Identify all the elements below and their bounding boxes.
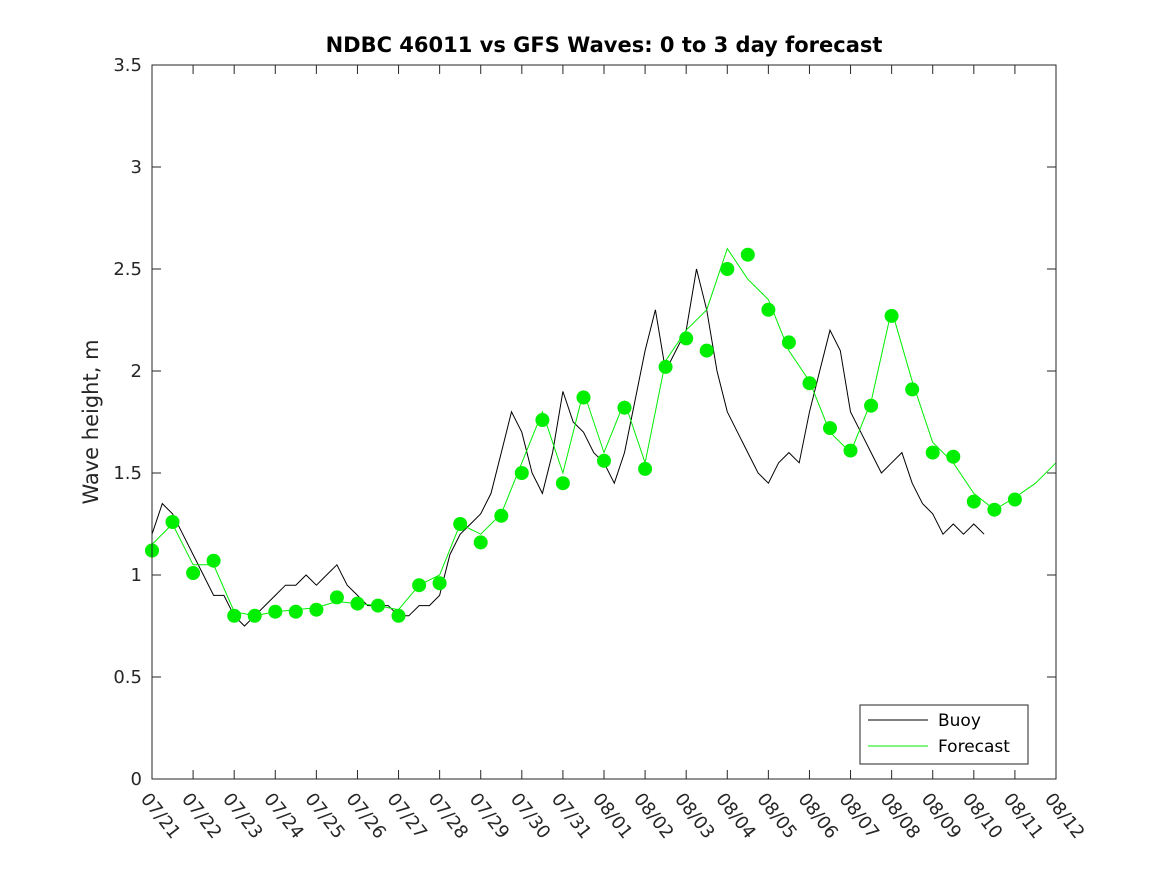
y-tick-label: 1.5 xyxy=(113,463,142,484)
y-tick-label: 3.5 xyxy=(113,55,142,76)
analysis-point xyxy=(638,461,653,476)
analysis-points xyxy=(145,247,1022,623)
analysis-point xyxy=(597,453,611,468)
analysis-point xyxy=(288,604,303,619)
x-tick-label: 08/11 xyxy=(999,789,1047,843)
analysis-point xyxy=(658,359,673,374)
analysis-point xyxy=(864,398,879,413)
analysis-point xyxy=(802,376,817,391)
analysis-point xyxy=(494,508,509,523)
analysis-point xyxy=(309,602,324,617)
x-tick-label: 08/04 xyxy=(711,789,759,843)
x-tick-label: 08/05 xyxy=(752,789,800,843)
x-tick-label: 08/07 xyxy=(835,789,883,843)
buoy-line xyxy=(151,268,985,627)
analysis-point xyxy=(514,466,529,480)
analysis-point xyxy=(966,494,981,509)
x-tick-label: 08/01 xyxy=(588,789,636,843)
analysis-point xyxy=(268,604,283,619)
analysis-point xyxy=(884,308,899,323)
analysis-point xyxy=(843,443,858,458)
x-tick-label: 08/08 xyxy=(876,789,924,843)
y-tick-label: 0 xyxy=(131,769,142,790)
x-tick-label: 07/30 xyxy=(506,789,554,843)
analysis-point xyxy=(227,608,242,623)
forecast-line xyxy=(151,247,1057,617)
x-tick-label: 07/26 xyxy=(342,789,390,843)
analysis-point xyxy=(453,517,468,531)
x-tick-label: 08/02 xyxy=(629,789,677,843)
analysis-point xyxy=(946,449,961,464)
analysis-point xyxy=(186,566,201,580)
analysis-point xyxy=(905,382,920,397)
legend: Buoy Forecast xyxy=(859,704,1029,765)
analysis-point xyxy=(473,535,488,550)
x-tick-label: 07/22 xyxy=(177,789,225,843)
analysis-point xyxy=(720,262,735,276)
x-tick-label: 08/10 xyxy=(958,789,1006,843)
x-tick-label: 07/25 xyxy=(300,789,348,843)
legend-box xyxy=(859,704,1029,765)
analysis-point xyxy=(535,413,550,427)
x-tick-label: 07/21 xyxy=(136,789,184,843)
x-tick-label: 07/29 xyxy=(465,789,513,843)
analysis-point xyxy=(432,576,447,591)
legend-buoy-label: Buoy xyxy=(938,711,981,731)
analysis-point xyxy=(371,598,385,613)
analysis-point xyxy=(679,331,694,346)
x-tick-label: 07/23 xyxy=(218,789,266,843)
analysis-point xyxy=(576,390,591,405)
y-tick-label: 0.5 xyxy=(113,667,142,688)
buoy-series xyxy=(151,268,985,627)
x-tick-label: 08/06 xyxy=(794,789,842,843)
analysis-point xyxy=(247,608,262,623)
analysis-point xyxy=(391,608,406,623)
chart-title: NDBC 46011 vs GFS Waves: 0 to 3 day fore… xyxy=(326,33,883,57)
analysis-point xyxy=(165,515,180,529)
plot-area xyxy=(152,65,1056,779)
analysis-point xyxy=(206,553,221,568)
analysis-point xyxy=(699,343,714,358)
analysis-point xyxy=(761,302,776,317)
y-tick-label: 2 xyxy=(131,361,142,382)
analysis-point xyxy=(823,421,837,436)
analysis-point xyxy=(350,596,365,611)
analysis-point xyxy=(617,400,632,415)
analysis-point xyxy=(781,335,796,350)
x-tick-label: 07/31 xyxy=(547,789,595,843)
x-tick-label: 08/03 xyxy=(670,789,718,843)
y-axis-ticks: 0 0.5 1 1.5 2 2.5 3 3.5 xyxy=(113,55,1056,790)
forecast-series xyxy=(151,247,1057,617)
x-tick-label: 08/12 xyxy=(1040,789,1088,843)
analysis-point xyxy=(412,578,427,593)
x-tick-label: 07/28 xyxy=(424,789,472,843)
y-tick-label: 3 xyxy=(131,157,142,178)
y-axis-label: Wave height, m xyxy=(79,339,103,504)
x-tick-label: 08/09 xyxy=(917,789,965,843)
y-tick-label: 1 xyxy=(131,565,142,586)
analysis-point xyxy=(740,247,755,262)
analysis-point xyxy=(1007,492,1022,507)
y-tick-label: 2.5 xyxy=(113,259,142,280)
x-tick-label: 07/24 xyxy=(259,789,307,843)
legend-forecast-label: Forecast xyxy=(938,737,1010,757)
analysis-point xyxy=(555,476,570,491)
analysis-point xyxy=(925,445,940,460)
x-tick-label: 07/27 xyxy=(383,789,431,843)
analysis-point xyxy=(329,590,344,605)
analysis-point xyxy=(987,502,1002,517)
